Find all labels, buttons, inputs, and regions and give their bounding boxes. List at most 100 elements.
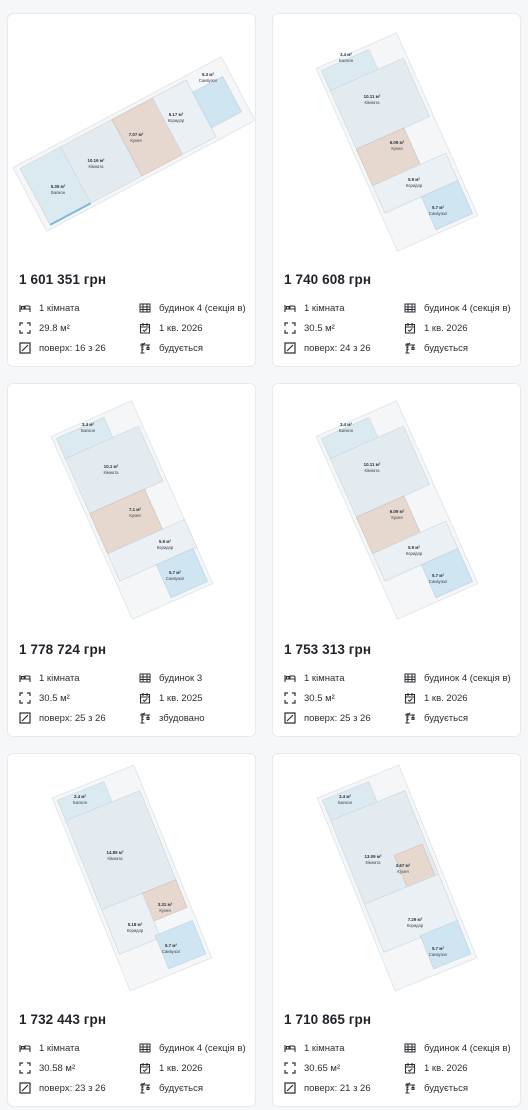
area-spec: 30.5 м²	[284, 692, 404, 704]
plan-room-label: Кімната	[89, 164, 105, 169]
plan-room-label: Коридор	[406, 551, 423, 556]
area-spec: 30.58 м²	[19, 1062, 139, 1074]
calendar-icon	[139, 1062, 151, 1074]
status-spec: будується	[139, 1082, 254, 1094]
status-spec: будується	[404, 342, 519, 354]
floor-icon	[19, 712, 31, 724]
area-icon	[19, 322, 31, 334]
listing-price: 1 740 608 грн	[284, 272, 372, 287]
floor-value: поверх: 24 з 26	[304, 342, 371, 354]
bed-icon	[19, 672, 31, 684]
listing-card[interactable]: 3.4 м² Балкон 10.11 м² Кімната 6.09 м² К…	[272, 383, 521, 737]
area-icon	[19, 1062, 31, 1074]
plan-room-label: Балкон	[339, 58, 354, 63]
completion-value: 1 кв. 2026	[159, 322, 203, 334]
calendar-icon	[404, 692, 416, 704]
area-icon	[284, 1062, 296, 1074]
floor-plan: 3.4 м² Балкон 10.11 м² Кімната 6.09 м² К…	[273, 384, 520, 634]
plan-room-label: Балкон	[51, 190, 66, 195]
rooms-value: 1 кімната	[39, 672, 80, 684]
building-value: будинок 3	[159, 672, 203, 684]
area-spec: 30.5 м²	[284, 322, 404, 334]
floor-icon	[19, 1082, 31, 1094]
plan-area-label: 6.09 м²	[390, 140, 405, 145]
building-icon	[139, 672, 151, 684]
building-value: будинок 4 (секція в)	[424, 302, 511, 314]
listing-price: 1 753 313 грн	[284, 642, 372, 657]
plan-room-label: Коридор	[127, 928, 144, 933]
calendar-icon	[139, 692, 151, 704]
area-value: 29.8 м²	[39, 322, 70, 334]
bed-icon	[284, 1042, 296, 1054]
building-value: будинок 4 (секція в)	[424, 1042, 511, 1054]
plan-room-label: Кухня	[130, 138, 141, 143]
plan-area-label: 5.7 м²	[432, 573, 445, 578]
floor-icon	[284, 342, 296, 354]
floor-spec: поверх: 23 з 26	[19, 1082, 139, 1094]
status-value: збудовано	[159, 712, 205, 724]
floor-plan: 5.3 м² Санвузол 5.17 м² Коридор 7.07 м² …	[8, 14, 255, 264]
floor-icon	[284, 1082, 296, 1094]
completion-value: 1 кв. 2026	[424, 692, 468, 704]
building-spec: будинок 4 (секція в)	[404, 302, 519, 314]
plan-bathroom	[192, 76, 242, 129]
rooms-value: 1 кімната	[304, 1042, 345, 1054]
building-value: будинок 4 (секція в)	[159, 1042, 246, 1054]
status-value: будується	[159, 342, 204, 354]
plan-area-label: 5.7 м²	[432, 946, 445, 951]
crane-icon	[139, 712, 151, 724]
building-icon	[404, 1042, 416, 1054]
plan-area-label: 3.31 м²	[158, 902, 173, 907]
plan-area-label: 5.9 м²	[408, 177, 421, 182]
plan-bathroom	[156, 548, 208, 599]
plan-room-label: Коридор	[406, 183, 423, 188]
listing-price: 1 778 724 грн	[19, 642, 107, 657]
listing-specs: 1 кімната будинок 3 30.5 м² 1 кв. 2025 п…	[19, 668, 254, 728]
bed-icon	[284, 672, 296, 684]
listing-card[interactable]: 3.4 м² Балкон 10.1 м² Кімната 7.1 м² Кух…	[7, 383, 256, 737]
floor-spec: поверх: 24 з 26	[284, 342, 404, 354]
rooms-spec: 1 кімната	[284, 672, 404, 684]
plan-area-label: 3.4 м²	[340, 52, 353, 57]
plan-room-label: Балкон	[73, 800, 88, 805]
building-spec: будинок 4 (секція в)	[139, 1042, 254, 1054]
plan-area-label: 10.11 м²	[364, 462, 381, 467]
plan-room-label: Балкон	[339, 428, 354, 433]
status-spec: будується	[139, 342, 254, 354]
plan-area-label: 5.7 м²	[432, 205, 445, 210]
area-spec: 30.5 м²	[19, 692, 139, 704]
plan-room-label: Коридор	[168, 118, 185, 123]
listing-card[interactable]: 5.3 м² Санвузол 5.17 м² Коридор 7.07 м² …	[7, 13, 256, 367]
rooms-value: 1 кімната	[39, 302, 80, 314]
status-value: будується	[424, 1082, 469, 1094]
floor-plan: 3.4 м² Балкон 10.11 м² Кімната 6.09 м² К…	[273, 14, 520, 264]
completion-spec: 1 кв. 2026	[404, 692, 519, 704]
plan-room-label: Санвузол	[162, 949, 181, 954]
crane-icon	[404, 1082, 416, 1094]
listing-specs: 1 кімната будинок 4 (секція в) 30.65 м² …	[284, 1038, 519, 1098]
building-icon	[404, 672, 416, 684]
floor-spec: поверх: 25 з 26	[19, 712, 139, 724]
listing-card[interactable]: 2.4 м² Балкон 14.89 м² Кімната 3.31 м² К…	[7, 753, 256, 1107]
listing-card[interactable]: 3.4 м² Балкон 10.11 м² Кімната 6.09 м² К…	[272, 13, 521, 367]
plan-area-label: 5.35 м²	[51, 184, 66, 189]
plan-area-label: 5.7 м²	[165, 943, 178, 948]
floor-plan: 3.4 м² Балкон 10.1 м² Кімната 7.1 м² Кух…	[8, 384, 255, 634]
building-spec: будинок 4 (секція в)	[404, 672, 519, 684]
floor-value: поверх: 25 з 26	[304, 712, 371, 724]
plan-area-label: 3.4 м²	[339, 794, 352, 799]
plan-room-label: Кімната	[365, 100, 381, 105]
bed-icon	[19, 1042, 31, 1054]
listing-specs: 1 кімната будинок 4 (секція в) 30.5 м² 1…	[284, 668, 519, 728]
rooms-value: 1 кімната	[39, 1042, 80, 1054]
area-icon	[284, 322, 296, 334]
status-spec: будується	[404, 1082, 519, 1094]
listing-card[interactable]: 3.4 м² Балкон 13.09 м² Кімната 3.67 м² К…	[272, 753, 521, 1107]
plan-room-label: Санвузол	[199, 78, 218, 83]
plan-area-label: 7.1 м²	[129, 507, 142, 512]
plan-room-label: Санвузол	[429, 952, 448, 957]
plan-area-label: 10.16 м²	[88, 158, 105, 163]
crane-icon	[404, 712, 416, 724]
listing-specs: 1 кімната будинок 4 (секція в) 29.8 м² 1…	[19, 298, 254, 358]
plan-area-label: 14.89 м²	[107, 850, 124, 855]
